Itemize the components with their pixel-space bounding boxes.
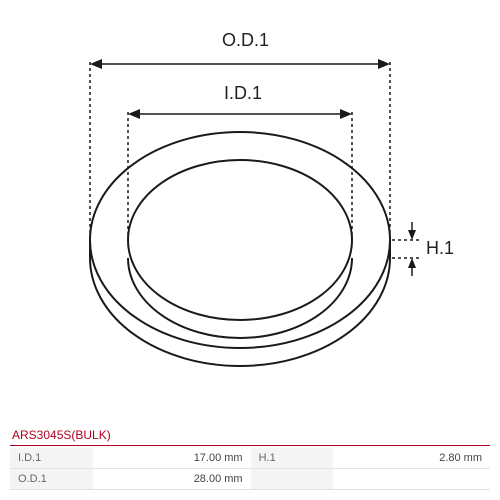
spec-table: I.D.1 17.00 mm H.1 2.80 mm O.D.1 28.00 m… bbox=[10, 448, 490, 490]
spec-label: H.1 bbox=[251, 448, 333, 469]
spec-value: 28.00 mm bbox=[93, 469, 250, 490]
spec-label bbox=[251, 469, 333, 490]
table-row: O.D.1 28.00 mm bbox=[10, 469, 490, 490]
spec-label: O.D.1 bbox=[10, 469, 93, 490]
table-row: I.D.1 17.00 mm H.1 2.80 mm bbox=[10, 448, 490, 469]
label-id: I.D.1 bbox=[224, 83, 262, 104]
ring-diagram-svg bbox=[0, 0, 500, 420]
spec-label: I.D.1 bbox=[10, 448, 93, 469]
product-code: ARS3045S(BULK) bbox=[12, 428, 111, 442]
spec-value: 17.00 mm bbox=[93, 448, 250, 469]
title-underline bbox=[10, 445, 490, 446]
label-od: O.D.1 bbox=[222, 30, 269, 51]
diagram-area: O.D.1 I.D.1 H.1 bbox=[0, 0, 500, 420]
spec-value: 2.80 mm bbox=[333, 448, 490, 469]
label-h: H.1 bbox=[426, 238, 454, 259]
spec-value bbox=[333, 469, 490, 490]
